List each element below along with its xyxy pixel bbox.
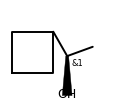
Polygon shape (62, 57, 72, 96)
Text: &1: &1 (72, 59, 84, 68)
Text: OH: OH (58, 87, 77, 100)
